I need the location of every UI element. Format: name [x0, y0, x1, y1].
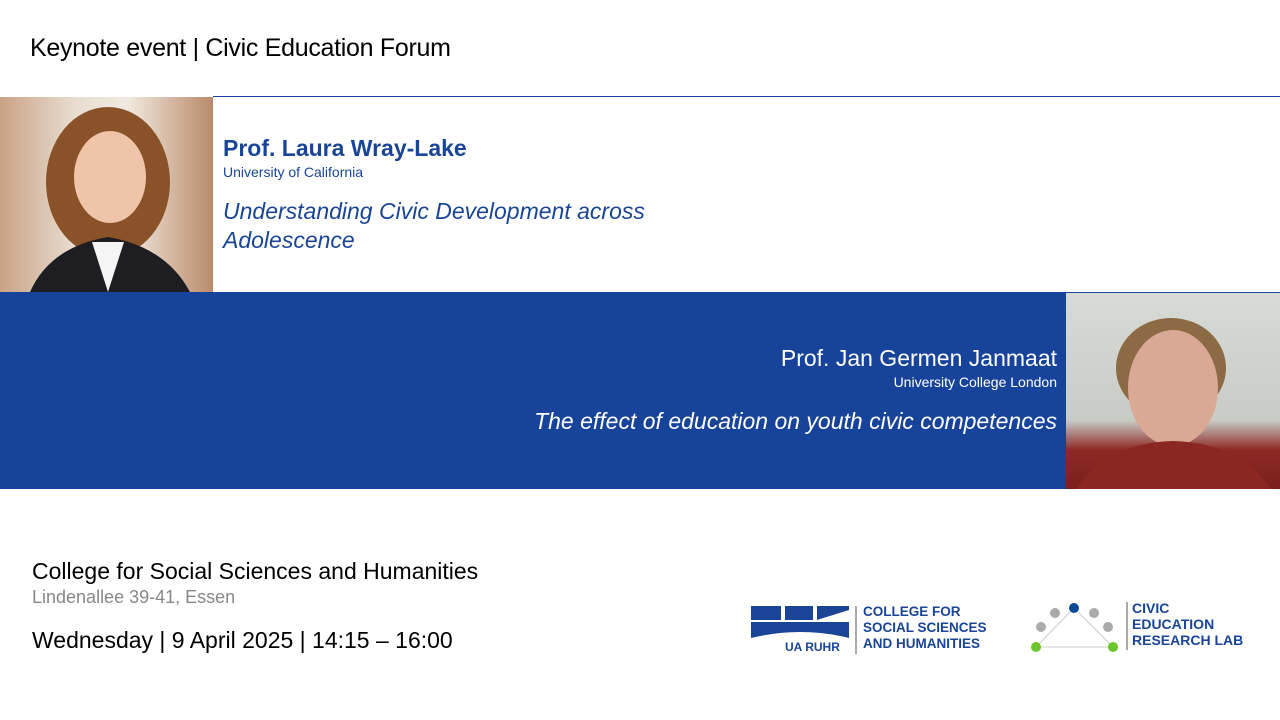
lab-logo-line: RESEARCH LAB: [1132, 632, 1244, 648]
college-logo-line: AND HUMANITIES: [863, 636, 980, 651]
logo-divider: [1126, 602, 1128, 650]
ua-ruhr-logo-icon: [751, 606, 849, 638]
lab-logo-line: CIVIC: [1132, 600, 1170, 616]
college-logo-line: SOCIAL SCIENCES: [863, 620, 987, 635]
speaker-1-talk-title: Understanding Civic Development across A…: [223, 198, 645, 253]
page-title: Keynote event | Civic Education Forum: [30, 34, 451, 62]
ua-ruhr-text: UA RUHR: [785, 640, 840, 654]
logo-divider: [855, 606, 857, 654]
speaker-2-talk-title: The effect of education on youth civic c…: [534, 408, 1057, 434]
speaker-1-name: Prof. Laura Wray-Lake: [223, 135, 467, 161]
speaker-photo-wray-lake: [0, 97, 213, 292]
college-logo: UA RUHR COLLEGE FOR SOCIAL SCIENCES AND …: [751, 604, 991, 656]
civic-lab-logo: CIVIC EDUCATION RESEARCH LAB: [1028, 600, 1258, 656]
venue-address: Lindenallee 39-41, Essen: [32, 587, 236, 607]
lab-logo-line: EDUCATION: [1132, 616, 1215, 632]
speaker-2-affiliation: University College London: [893, 374, 1057, 390]
speaker-1-affiliation: University of California: [223, 164, 364, 180]
divider: [213, 96, 1280, 97]
network-triangle-icon: [1031, 603, 1118, 652]
speaker-2-name: Prof. Jan Germen Janmaat: [780, 345, 1057, 371]
venue-name: College for Social Sciences and Humaniti…: [32, 558, 479, 584]
college-logo-line: COLLEGE FOR: [863, 604, 961, 619]
speaker-photo-janmaat: [1066, 293, 1280, 489]
event-datetime: Wednesday | 9 April 2025 | 14:15 – 16:00: [32, 627, 453, 653]
